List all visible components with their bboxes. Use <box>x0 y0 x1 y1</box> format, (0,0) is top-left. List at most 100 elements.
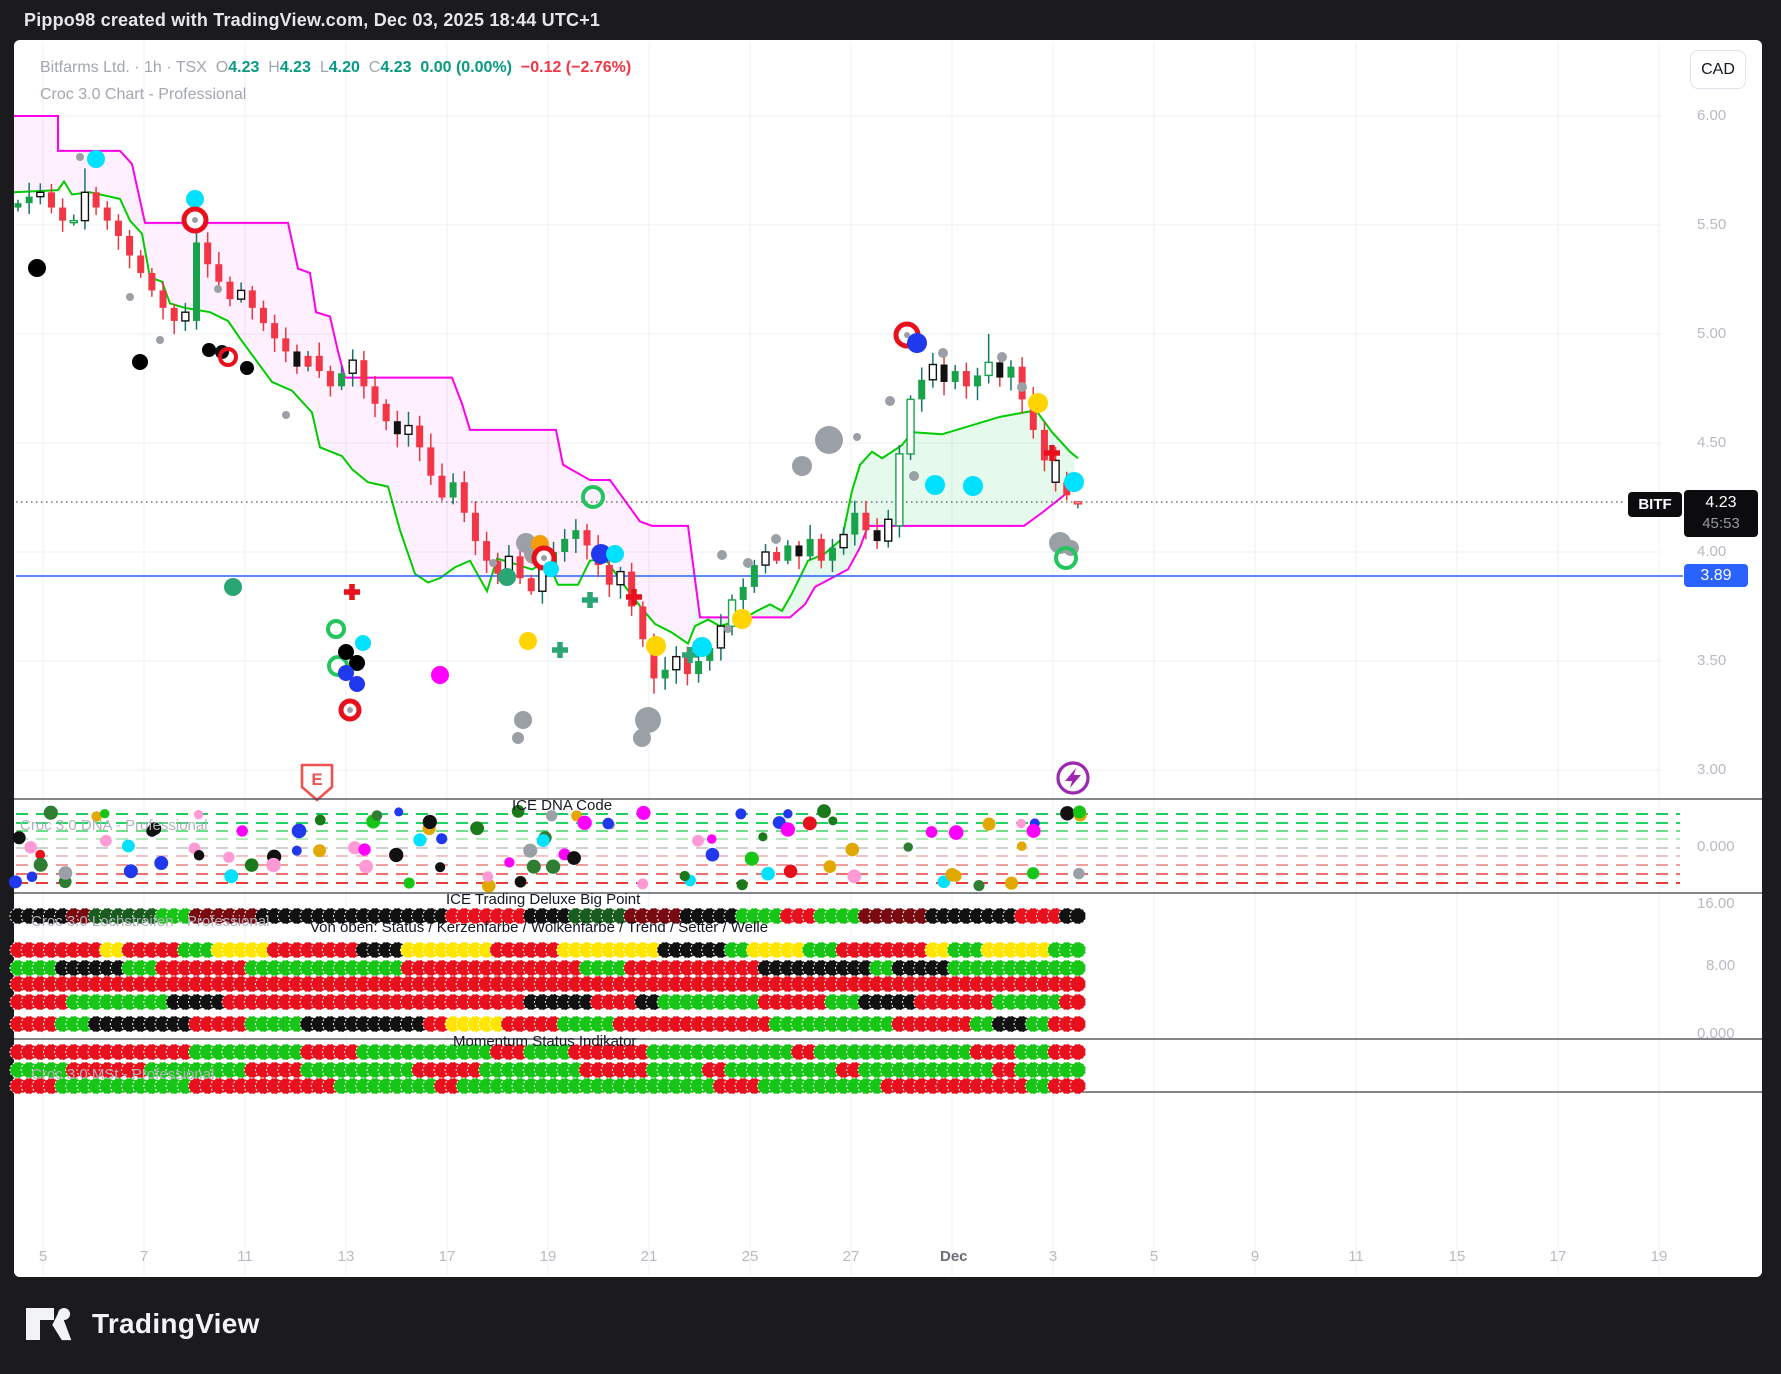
time-tick-label: 17 <box>438 1248 456 1265</box>
signal-ring-center <box>192 217 198 223</box>
high-label: H <box>268 59 280 76</box>
dna-dot <box>244 858 259 872</box>
candle-body <box>940 364 948 382</box>
tape-dot <box>1069 1077 1087 1095</box>
price-scale-drag-area[interactable] <box>1661 40 1762 1277</box>
dna-dot <box>1016 841 1027 852</box>
candle-body <box>516 556 524 579</box>
e-shield-badge-icon <box>300 763 334 802</box>
dna-dot <box>817 804 831 819</box>
signal-dot <box>635 707 661 733</box>
tradingview-logo[interactable]: TradingView <box>24 1302 260 1346</box>
signal-dot <box>591 544 611 564</box>
candle-body <box>616 570 625 586</box>
signal-dot <box>514 711 532 729</box>
signal-ring-center <box>904 332 910 338</box>
pane-label-big-point[interactable]: Croc 3.0 Lochstreifen - Professional <box>31 913 270 930</box>
dna-dot <box>436 833 448 845</box>
signal-dot <box>132 354 148 370</box>
signal-dot <box>925 475 945 495</box>
time-tick-label: 17 <box>1549 1248 1567 1265</box>
time-tick-label: 19 <box>1650 1248 1668 1265</box>
pane-title-mst: Momentum Status Indikator <box>453 1033 637 1050</box>
dna-dot <box>925 826 938 838</box>
dna-dot <box>422 814 437 830</box>
lightning-badge-bolt <box>1065 768 1081 788</box>
candle-body <box>572 530 580 539</box>
dna-dot <box>783 809 793 819</box>
currency-toggle-button[interactable]: CAD <box>1690 50 1746 89</box>
candle-body <box>739 586 747 600</box>
pane-label-dna[interactable]: Croc 3.0 DNA - Professional <box>20 817 208 834</box>
dna-dot <box>1016 818 1026 829</box>
signal-dot <box>997 352 1007 362</box>
tape-dot <box>1069 993 1087 1011</box>
price-level-tag[interactable]: 3.89 <box>1684 564 1748 587</box>
symbol-price-tag[interactable]: BITF <box>1628 492 1682 517</box>
signal-dot <box>28 259 46 277</box>
signal-dot <box>355 635 371 651</box>
time-tick-label: 11 <box>237 1248 253 1265</box>
signal-dot <box>338 644 354 660</box>
signal-dot <box>224 578 242 596</box>
dna-dot <box>903 842 913 852</box>
tape-dot <box>1069 959 1087 977</box>
candle-body <box>204 242 212 265</box>
candle-body <box>293 351 301 367</box>
time-tick-label: 19 <box>539 1248 557 1265</box>
dna-dot <box>394 807 404 817</box>
price-tick-label: 5.50 <box>1697 216 1727 233</box>
candle-body <box>304 355 312 367</box>
dna-dot <box>358 843 371 856</box>
signal-dot <box>732 609 752 629</box>
signal-dot <box>240 361 254 375</box>
candle-body <box>449 482 457 498</box>
signal-dot <box>338 665 354 681</box>
pane-title-big-point: ICE Trading Deluxe Big Point <box>446 891 641 908</box>
last-price-value: 4.23 <box>1705 494 1737 512</box>
symbol-legend[interactable]: Bitfarms Ltd. · 1h · TSX O4.23 H4.23 L4.… <box>40 59 631 77</box>
last-price-tag[interactable]: 4.23 45:53 <box>1684 490 1758 537</box>
candle-body <box>962 371 970 387</box>
tape-dot <box>1069 1061 1087 1079</box>
candle-body <box>706 647 714 661</box>
dna-axis-label: 0.000 <box>1697 838 1735 855</box>
price-tick-label: 4.00 <box>1697 543 1727 560</box>
candle-body <box>92 192 100 208</box>
dna-dot <box>313 844 326 858</box>
candle-body <box>527 578 535 592</box>
candle-body <box>862 512 870 531</box>
price-tick-label: 3.00 <box>1697 761 1727 778</box>
candle-body <box>148 272 156 291</box>
candle-body <box>918 379 926 400</box>
price-tick-label: 4.50 <box>1697 434 1727 451</box>
candle-body <box>661 669 669 679</box>
candle-body <box>226 281 234 300</box>
dna-dot <box>526 859 541 874</box>
signal-dot <box>717 550 727 560</box>
dna-dot <box>758 832 768 842</box>
signal-ring <box>1054 546 1078 570</box>
candle-body <box>282 338 290 352</box>
signal-ring-center <box>347 707 353 713</box>
dna-dot <box>783 864 798 878</box>
candle-body <box>828 547 836 561</box>
candle-body <box>80 191 90 222</box>
candle-body <box>382 403 390 422</box>
dna-dot <box>982 817 996 831</box>
dna-dot <box>545 859 561 874</box>
pane-label-mst[interactable]: Croc 3.0 MSt - Professional <box>31 1066 215 1083</box>
signal-dot <box>498 568 516 586</box>
dna-dot <box>973 880 985 892</box>
time-scale-drag-area[interactable] <box>14 1240 1661 1277</box>
candle-body <box>650 639 658 679</box>
candle-body <box>170 307 178 321</box>
candle-body <box>103 207 111 221</box>
signal-dot <box>489 559 497 567</box>
candle-body <box>928 363 938 381</box>
dna-dot <box>504 857 515 868</box>
dna-dot <box>99 834 112 847</box>
chart-indicator-title[interactable]: Croc 3.0 Chart - Professional <box>40 86 247 103</box>
dna-dot <box>435 862 446 873</box>
tradingview-logo-icon <box>26 1308 72 1341</box>
